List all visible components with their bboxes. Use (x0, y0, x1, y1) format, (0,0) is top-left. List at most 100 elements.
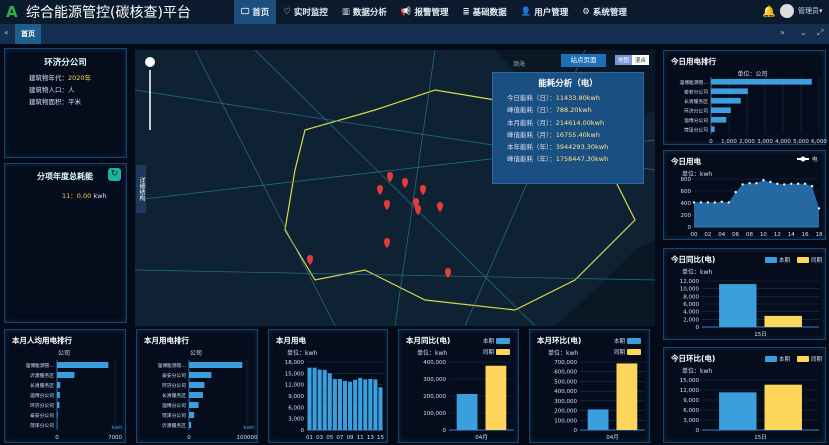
nav-2[interactable]: ▥ 数据分析 (335, 0, 394, 24)
bar[interactable] (358, 377, 363, 430)
data-point[interactable] (803, 182, 807, 185)
data-point[interactable] (762, 179, 765, 182)
bar-同期[interactable] (616, 363, 638, 430)
bar[interactable] (711, 78, 812, 85)
map-type-toggle[interactable]: 地图 混合 (615, 55, 650, 65)
data-point[interactable] (706, 201, 710, 204)
map-pin[interactable] (415, 205, 421, 215)
bar[interactable] (189, 422, 192, 428)
bullhorn-icon: 📢 (400, 7, 412, 17)
bar[interactable] (57, 412, 58, 418)
user-menu[interactable]: 管理员 ▾ (780, 4, 823, 18)
tick-label: 淄博分公司 (30, 392, 54, 399)
fullscreen-icon[interactable]: ⤢ (817, 28, 824, 37)
bar[interactable] (711, 88, 748, 95)
map-pin[interactable] (307, 255, 313, 265)
data-point[interactable] (755, 182, 758, 185)
bar[interactable] (322, 369, 327, 430)
bar-本期[interactable] (719, 392, 757, 430)
data-point[interactable] (741, 183, 744, 186)
bar[interactable] (332, 379, 337, 430)
map-pin[interactable] (387, 172, 393, 182)
nav-5[interactable]: 👤 用户管理 (514, 0, 576, 24)
nav-0[interactable]: 🖵 首页 (234, 0, 277, 24)
bar-同期[interactable] (764, 315, 802, 327)
bar[interactable] (711, 97, 741, 104)
map-zoom-control[interactable] (145, 57, 155, 137)
bar[interactable] (189, 402, 199, 408)
data-point[interactable] (776, 182, 779, 185)
nav-1[interactable]: ♡ 实时监控 (276, 0, 335, 24)
bar[interactable] (711, 107, 731, 114)
map-pin[interactable] (437, 202, 443, 212)
bar[interactable] (307, 367, 312, 430)
pan-icon[interactable] (145, 57, 155, 67)
bar[interactable] (373, 379, 378, 430)
data-point[interactable] (783, 183, 786, 186)
bar[interactable] (317, 369, 322, 430)
map-pin[interactable] (384, 200, 390, 210)
bar-本期[interactable] (719, 284, 757, 327)
data-point[interactable] (699, 201, 703, 204)
bar[interactable] (363, 379, 368, 430)
map-mode-button[interactable]: 地图 (615, 55, 633, 65)
map-pin[interactable] (384, 238, 390, 248)
data-point[interactable] (769, 180, 772, 184)
today-mom-panel: 今日环比(电) 单位：kwh 本期 同期 0 3,000 6,000 9,000 12,000 1… (663, 347, 826, 443)
structure-button[interactable]: 详细结构 (136, 165, 146, 213)
bar[interactable] (711, 126, 715, 133)
bell-icon[interactable]: 🔔 (762, 5, 776, 18)
data-point[interactable] (734, 191, 737, 194)
tick-label: 0 (55, 435, 59, 441)
zoom-slider[interactable] (149, 70, 151, 130)
data-point[interactable] (692, 201, 696, 204)
site-page-button[interactable]: 站点页面 (561, 54, 606, 67)
bar[interactable] (353, 379, 358, 430)
hybrid-mode-button[interactable]: 混合 (632, 55, 650, 65)
chevron-down-icon[interactable]: ⌄ (800, 28, 807, 37)
bar[interactable] (368, 379, 373, 430)
bar[interactable] (189, 412, 195, 418)
scroll-left-icon[interactable]: « (4, 28, 9, 37)
data-point[interactable] (810, 185, 814, 188)
bar[interactable] (189, 382, 205, 388)
bar[interactable] (337, 379, 342, 430)
map-pin[interactable] (377, 185, 383, 195)
data-point[interactable] (713, 201, 717, 204)
legend-swatch (765, 356, 777, 362)
bar[interactable] (312, 367, 317, 430)
bar[interactable] (57, 392, 60, 398)
bar-同期[interactable] (764, 384, 802, 430)
bar[interactable] (327, 373, 332, 430)
bar[interactable] (378, 387, 383, 430)
map-pin[interactable] (402, 178, 408, 188)
data-point[interactable] (720, 200, 723, 203)
refresh-icon[interactable]: ↻ (108, 168, 121, 181)
bar[interactable] (57, 362, 109, 368)
data-point[interactable] (817, 207, 821, 210)
nav-3[interactable]: 📢 报警管理 (394, 0, 456, 24)
data-point[interactable] (727, 201, 730, 204)
map-pin[interactable] (420, 185, 426, 195)
nav-4[interactable]: ≣ 基础数据 (456, 0, 514, 24)
bar[interactable] (57, 372, 75, 378)
data-point[interactable] (748, 182, 751, 185)
bar[interactable] (348, 381, 353, 430)
scroll-right-icon[interactable]: » (780, 28, 785, 37)
building-people: 建筑物人口：人 (29, 86, 75, 94)
bar-同期[interactable] (485, 365, 507, 430)
nav-6[interactable]: ⚙ 系统管理 (575, 0, 634, 24)
data-point[interactable] (790, 182, 793, 185)
map-pin[interactable] (445, 268, 451, 278)
bar[interactable] (57, 402, 60, 408)
bar[interactable] (711, 116, 727, 123)
bar[interactable] (189, 392, 203, 398)
bar[interactable] (342, 380, 348, 430)
bar-本期[interactable] (587, 409, 609, 430)
bar-本期[interactable] (456, 393, 478, 430)
bar[interactable] (189, 372, 212, 378)
data-point[interactable] (796, 182, 800, 185)
tab-home[interactable]: 首页 (15, 24, 41, 44)
bar[interactable] (189, 362, 243, 368)
bar[interactable] (57, 382, 61, 388)
